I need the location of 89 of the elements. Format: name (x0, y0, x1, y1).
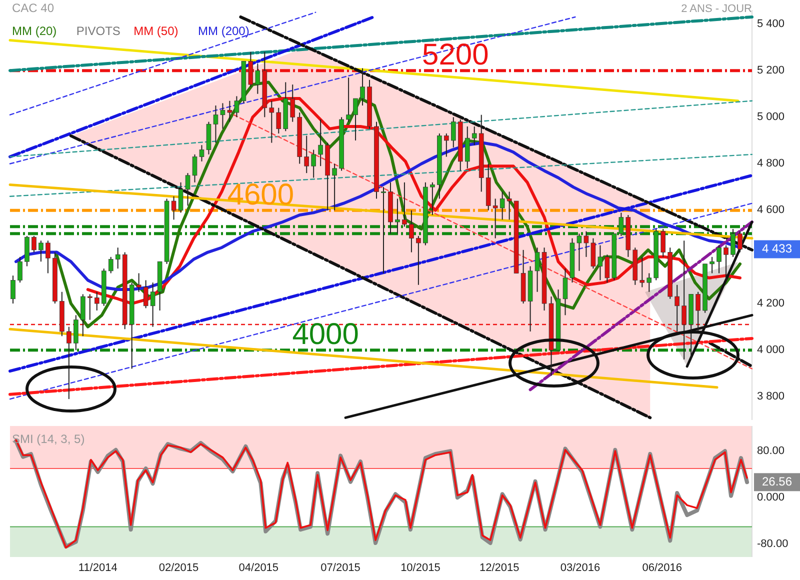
candlestick (38, 240, 44, 262)
y-tick-label: 3 800 (757, 390, 785, 403)
candlestick (94, 291, 100, 312)
candlestick (500, 191, 505, 220)
candlestick (32, 235, 36, 253)
candlestick (738, 230, 742, 253)
legend-title: PIVOTS (76, 24, 120, 38)
text: MM (20) (12, 24, 57, 38)
annotation: 4000 (292, 318, 359, 352)
y-tick-label: 4 800 (757, 158, 785, 170)
x-tick-label: 07/2015 (320, 562, 360, 574)
candlestick (311, 149, 316, 178)
y-tick-label: 5 200 (757, 64, 785, 76)
candlestick (46, 240, 50, 274)
candlestick (724, 244, 728, 281)
candlestick (304, 135, 309, 174)
x-tick-label: 04/2015 (238, 562, 279, 574)
y-tick-label: 5 000 (757, 111, 785, 124)
candlestick (640, 256, 645, 288)
x-tick-label: 11/2014 (78, 562, 118, 574)
y-tick-label: 80.00 (757, 444, 785, 457)
y-tick-label: -80.00 (757, 538, 788, 550)
candlestick (234, 96, 240, 118)
candlestick (248, 51, 254, 88)
candlestick (492, 198, 498, 239)
candlestick (332, 163, 337, 211)
candlestick (220, 102, 226, 130)
candlestick (115, 247, 120, 270)
y-tick-label: 0.000 (757, 492, 785, 504)
candlestick (346, 77, 351, 122)
candlestick (506, 191, 512, 220)
candlestick (472, 126, 477, 146)
candlestick (10, 275, 16, 304)
candlestick (682, 240, 686, 360)
candlestick (604, 254, 610, 284)
annotation: 5200 (422, 38, 489, 72)
candlestick (710, 256, 714, 274)
chart-title: CAC 40 (12, 1, 54, 16)
y-tick-label: 4 200 (757, 297, 785, 310)
candlestick (402, 182, 407, 228)
text: SMI (14, 3, 5) (12, 432, 85, 446)
x-tick-label: 06/2016 (642, 562, 682, 574)
candlestick (18, 256, 22, 284)
candlestick (290, 84, 296, 122)
text: MM (200) (198, 24, 250, 38)
candlestick (136, 272, 142, 292)
y-tick-label: 4 000 (757, 344, 785, 356)
candlestick (660, 228, 666, 258)
candlestick (409, 210, 414, 253)
candlestick (143, 280, 148, 309)
candlestick (444, 132, 449, 158)
candlestick (534, 247, 540, 292)
candlestick (590, 238, 596, 270)
annotation: 2 ANS - JOUR (681, 2, 752, 15)
annotation: 4 433 (762, 241, 792, 256)
y-tick-label: 5 400 (757, 18, 785, 30)
candlestick (716, 244, 722, 274)
candlestick (276, 107, 282, 134)
candlestick (360, 68, 365, 106)
candlestick (108, 256, 114, 274)
y-tick-label: 4 600 (757, 204, 785, 216)
candlestick (227, 100, 232, 122)
candlestick (353, 98, 358, 141)
candlestick (674, 284, 680, 332)
candlestick (696, 291, 700, 332)
x-tick-label: 02/2015 (158, 562, 199, 574)
x-tick-label: 10/2015 (400, 562, 440, 574)
text: MM (50) (134, 24, 178, 38)
candlestick (395, 198, 400, 234)
candlestick (464, 126, 470, 169)
annotation: 26.56 (762, 474, 792, 488)
candlestick (150, 282, 156, 328)
candlestick (66, 326, 72, 400)
candlestick (646, 272, 652, 292)
candlestick (618, 212, 624, 236)
candlestick (730, 228, 736, 258)
candlestick (430, 182, 435, 216)
candlestick (381, 186, 386, 274)
candlestick (80, 294, 86, 337)
candlestick (74, 314, 78, 351)
candlestick (87, 294, 92, 320)
candlestick (255, 63, 260, 94)
candlestick (451, 116, 456, 148)
candlestick (318, 118, 323, 167)
x-tick-label: 12/2015 (479, 562, 520, 574)
candlestick (598, 244, 603, 281)
candlestick (416, 235, 421, 286)
candlestick (269, 100, 274, 144)
x-tick-label: 03/2016 (560, 562, 600, 574)
